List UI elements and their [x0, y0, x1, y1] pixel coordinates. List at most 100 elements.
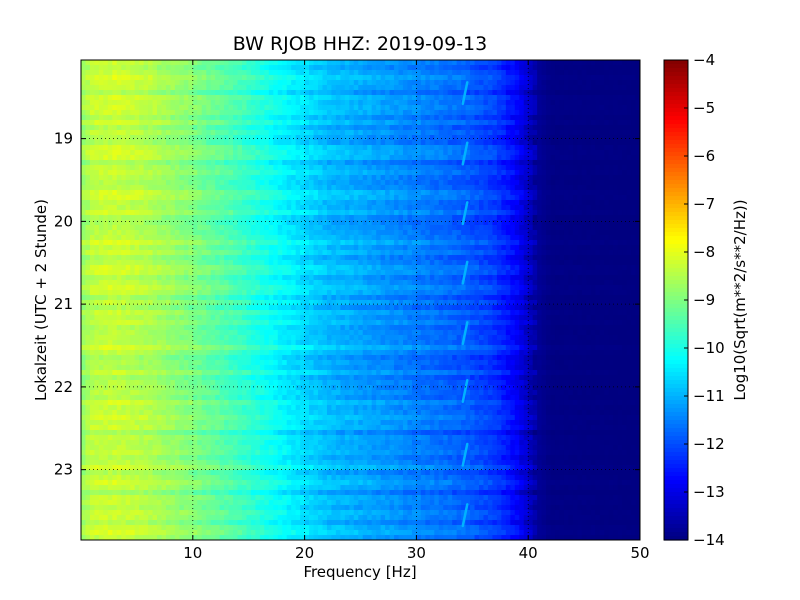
heatmap-cell	[465, 255, 471, 261]
heatmap-cell	[197, 125, 203, 131]
heatmap-cell	[250, 90, 257, 96]
heatmap-cell	[295, 165, 301, 171]
heatmap-cell	[170, 100, 176, 106]
heatmap-cell	[116, 70, 122, 76]
heatmap-cell	[608, 90, 614, 96]
heatmap-cell	[559, 85, 565, 91]
heatmap-cell	[201, 110, 207, 116]
heatmap-cell	[134, 250, 140, 256]
heatmap-cell	[237, 250, 243, 256]
heatmap-cell	[107, 210, 113, 216]
heatmap-cell	[165, 80, 172, 86]
heatmap-cell	[514, 210, 520, 216]
heatmap-cell	[447, 230, 453, 236]
heatmap-cell	[425, 105, 431, 111]
heatmap-cell	[179, 235, 185, 241]
heatmap-cell	[174, 80, 180, 86]
heatmap-cell	[277, 235, 283, 241]
heatmap-cell	[259, 120, 265, 126]
heatmap-cell	[532, 70, 538, 76]
heatmap-cell	[635, 170, 640, 176]
heatmap-cell	[608, 150, 614, 156]
heatmap-cell	[452, 65, 458, 71]
heatmap-cell	[420, 65, 426, 71]
heatmap-cell	[528, 170, 534, 176]
heatmap-cell	[349, 235, 355, 241]
heatmap-cell	[389, 185, 395, 191]
heatmap-cell	[555, 190, 561, 196]
heatmap-cell	[367, 110, 373, 116]
heatmap-cell	[626, 95, 632, 101]
heatmap-cell	[291, 200, 297, 206]
heatmap-cell	[326, 115, 333, 121]
heatmap-cell	[510, 130, 516, 136]
heatmap-cell	[617, 195, 623, 201]
heatmap-cell	[139, 115, 145, 121]
heatmap-cell	[228, 255, 234, 261]
heatmap-cell	[331, 150, 337, 156]
heatmap-cell	[139, 65, 145, 71]
heatmap-cell	[568, 70, 574, 76]
heatmap-cell	[192, 140, 198, 146]
heatmap-cell	[157, 85, 163, 91]
heatmap-cell	[112, 175, 118, 181]
heatmap-cell	[81, 235, 87, 241]
heatmap-cell	[98, 180, 104, 186]
heatmap-cell	[148, 115, 154, 121]
heatmap-cell	[613, 95, 619, 101]
heatmap-cell	[416, 255, 422, 261]
heatmap-cell	[206, 100, 212, 106]
heatmap-cell	[362, 255, 368, 261]
heatmap-cell	[590, 250, 596, 256]
heatmap-cell	[237, 75, 243, 81]
heatmap-cell	[434, 65, 440, 71]
heatmap-cell	[635, 185, 640, 191]
heatmap-cell	[626, 75, 632, 81]
heatmap-cell	[282, 145, 288, 151]
heatmap-cell	[313, 130, 319, 136]
heatmap-cell	[496, 230, 502, 236]
heatmap-cell	[241, 125, 248, 131]
heatmap-cell	[152, 120, 158, 126]
heatmap-cell	[362, 105, 368, 111]
heatmap-cell	[89, 200, 96, 206]
heatmap-cell	[344, 175, 350, 181]
heatmap-cell	[309, 230, 315, 236]
heatmap-cell	[295, 130, 301, 136]
heatmap-cell	[157, 155, 163, 161]
heatmap-cell	[568, 250, 574, 256]
heatmap-cell	[528, 180, 534, 186]
heatmap-cell	[309, 180, 315, 186]
heatmap-cell	[318, 65, 324, 71]
heatmap-cell	[568, 115, 574, 121]
heatmap-cell	[331, 225, 337, 231]
heatmap-cell	[487, 180, 494, 186]
heatmap-cell	[452, 115, 458, 121]
heatmap-cell	[407, 190, 413, 196]
heatmap-cell	[532, 90, 538, 96]
heatmap-cell	[295, 135, 301, 141]
heatmap-cell	[291, 190, 297, 196]
heatmap-cell	[313, 250, 319, 256]
heatmap-cell	[595, 155, 601, 161]
heatmap-cell	[188, 105, 194, 111]
heatmap-cell	[174, 215, 180, 221]
heatmap-cell	[425, 125, 431, 131]
heatmap-cell	[210, 250, 216, 256]
heatmap-cell	[599, 140, 605, 146]
heatmap-cell	[233, 230, 239, 236]
heatmap-cell	[617, 170, 623, 176]
heatmap-cell	[201, 100, 207, 106]
heatmap-cell	[389, 165, 395, 171]
heatmap-cell	[98, 245, 104, 251]
heatmap-cell	[300, 130, 306, 136]
heatmap-cell	[416, 205, 422, 211]
heatmap-cell	[237, 90, 243, 96]
heatmap-cell	[188, 215, 194, 221]
heatmap-cell	[89, 205, 96, 211]
heatmap-cell	[201, 235, 207, 241]
heatmap-cell	[313, 80, 319, 86]
heatmap-cell	[81, 215, 87, 221]
heatmap-cell	[165, 200, 172, 206]
heatmap-cell	[537, 195, 543, 201]
